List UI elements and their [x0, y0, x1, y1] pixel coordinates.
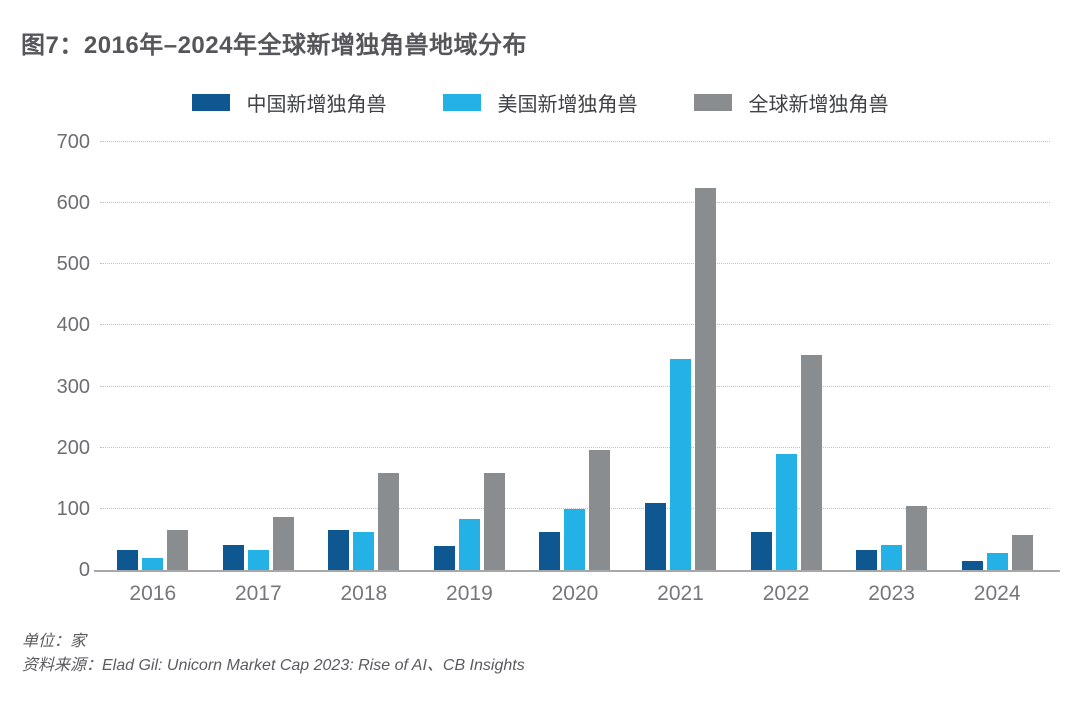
legend-label-us: 美国新增独角兽: [497, 94, 638, 116]
gridline-300: [100, 385, 1050, 387]
bar-china-2022: [750, 532, 772, 570]
china-series-swatch-icon: [191, 94, 230, 111]
legend: 中国新增独角兽 美国新增独角兽 全球新增独角兽: [0, 88, 1080, 117]
bar-us-2017: [247, 549, 269, 570]
gridline-100: [100, 507, 1050, 509]
x-axis-tick-label-2016: 2016: [129, 582, 177, 605]
legend-item-us: 美国新增独角兽: [442, 88, 638, 117]
bar-global-2019: [483, 473, 505, 570]
bar-china-2016: [117, 549, 139, 570]
bar-china-2019: [433, 545, 455, 570]
bar-us-2021: [670, 359, 691, 570]
bar-group-2020: 2020: [539, 142, 611, 605]
bar-global-2023: [906, 506, 928, 570]
legend-label-china: 中国新增独角兽: [246, 94, 387, 116]
x-axis-tick-label-2017: 2017: [234, 582, 282, 605]
bar-global-2018: [378, 473, 400, 570]
bar-group-2019: 2019: [433, 142, 505, 605]
us-series-swatch-icon: [442, 94, 481, 111]
bar-groups: 2016 2017 2018 2019 2020 2021 2022 2023 2024: [100, 142, 1050, 605]
legend-item-global: 全球新增独角兽: [693, 88, 889, 117]
bar-global-2021: [695, 187, 716, 570]
gridline-600: [100, 202, 1050, 204]
y-axis-tick-label-600: 600: [56, 192, 90, 215]
gridline-500: [100, 263, 1050, 265]
bar-us-2023: [881, 544, 903, 570]
gridline-200: [100, 446, 1050, 448]
bar-china-2021: [645, 502, 666, 570]
y-axis-tick-label-700: 700: [56, 131, 90, 153]
bar-china-2018: [328, 530, 350, 570]
x-axis-tick-label-2022: 2022: [762, 582, 810, 605]
bar-us-2024: [986, 552, 1008, 570]
legend-label-global: 全球新增独角兽: [748, 94, 889, 116]
source-note: 资料来源：Elad Gil: Unicorn Market Cap 2023: …: [22, 657, 525, 674]
y-axis-tick-label-0: 0: [78, 559, 90, 581]
y-axis-tick-label-100: 100: [56, 497, 90, 520]
x-axis-tick-label-2023: 2023: [868, 582, 915, 605]
bar-us-2019: [458, 518, 480, 570]
bar-china-2020: [539, 532, 561, 570]
x-axis-tick-label-2019: 2019: [446, 582, 493, 605]
bar-global-2017: [272, 517, 294, 570]
bar-group-2018: 2018: [328, 142, 400, 605]
bar-group-2024: 2024: [961, 142, 1033, 605]
x-axis-tick-label-2021: 2021: [657, 582, 704, 605]
bar-us-2018: [353, 532, 375, 570]
bar-us-2020: [564, 509, 586, 570]
x-axis-tick-label-2020: 2020: [551, 582, 599, 605]
gridline-700: [100, 141, 1050, 142]
bar-us-2022: [775, 453, 797, 570]
footnotes: 单位：家 资料来源：Elad Gil: Unicorn Market Cap 2…: [22, 630, 525, 678]
bar-group-2022: 2022: [750, 142, 822, 605]
y-axis-tick-label-200: 200: [56, 436, 90, 459]
plot-area: 2016 2017 2018 2019 2020 2021 2022 2023 2024: [94, 141, 1060, 605]
bar-global-2024: [1011, 535, 1033, 570]
bar-group-2021: 2021: [645, 142, 716, 605]
bar-group-2023: 2023: [856, 142, 928, 605]
x-axis-line: [94, 570, 1060, 572]
bar-group-2017: 2017: [222, 142, 294, 605]
bar-us-2016: [142, 557, 164, 570]
legend-item-china: 中国新增独角兽: [191, 88, 387, 117]
bar-global-2020: [589, 449, 611, 570]
gridline-400: [100, 324, 1050, 326]
global-series-swatch-icon: [693, 94, 732, 111]
bar-china-2017: [222, 544, 244, 570]
y-axis-tick-label-300: 300: [56, 375, 90, 398]
y-axis: 0 100 200 300 400 500 600 700: [34, 131, 90, 581]
y-axis-tick-label-500: 500: [56, 253, 90, 276]
bar-global-2022: [800, 354, 822, 570]
bar-china-2023: [856, 549, 878, 570]
x-axis-tick-label-2024: 2024: [973, 582, 1021, 605]
x-axis-tick-label-2018: 2018: [340, 582, 388, 605]
bar-china-2024: [961, 560, 983, 570]
chart-title: 图7：2016年–2024年全球新增独角兽地域分布: [21, 32, 527, 59]
bar-group-2016: 2016: [117, 142, 189, 605]
y-axis-tick-label-400: 400: [56, 314, 90, 337]
bar-global-2016: [167, 530, 189, 570]
unit-note: 单位：家: [22, 633, 87, 650]
